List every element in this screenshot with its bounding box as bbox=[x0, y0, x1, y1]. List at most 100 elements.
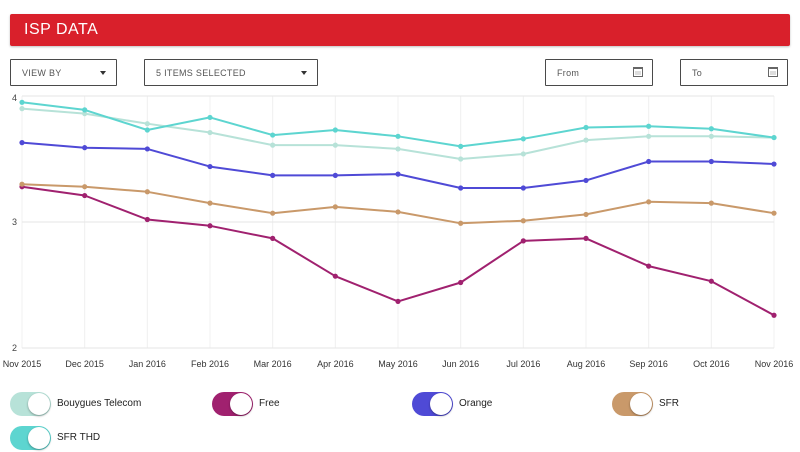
legend-label: Free bbox=[259, 398, 280, 409]
data-point bbox=[771, 210, 777, 216]
data-point bbox=[332, 172, 338, 178]
data-point bbox=[520, 151, 526, 157]
data-point bbox=[646, 199, 652, 205]
data-point bbox=[583, 177, 589, 184]
x-tick-label: May 2016 bbox=[378, 359, 418, 369]
x-tick-label: Jul 2016 bbox=[506, 359, 540, 369]
page-title: ISP DATA bbox=[24, 21, 99, 38]
data-point bbox=[458, 185, 464, 191]
data-point bbox=[708, 158, 714, 165]
data-point bbox=[144, 121, 150, 127]
data-point bbox=[395, 146, 401, 152]
legend-label: SFR THD bbox=[57, 432, 101, 443]
x-tick-label: Jun 2016 bbox=[442, 359, 479, 369]
x-tick-label: Sep 2016 bbox=[629, 359, 668, 369]
series-toggle-switch[interactable] bbox=[612, 392, 653, 416]
legend-label: Orange bbox=[459, 398, 493, 409]
data-point bbox=[270, 142, 276, 148]
data-point bbox=[395, 133, 401, 139]
chevron-down-icon bbox=[100, 71, 106, 75]
x-tick-label: Aug 2016 bbox=[567, 359, 606, 369]
data-point bbox=[708, 278, 714, 284]
series-toggle-switch[interactable] bbox=[10, 392, 51, 416]
data-point bbox=[207, 129, 213, 136]
series-toggle-switch[interactable] bbox=[412, 392, 453, 416]
calendar-icon[interactable] bbox=[633, 67, 643, 77]
toggle-knob bbox=[28, 427, 50, 449]
data-point bbox=[708, 126, 714, 132]
toggle-knob bbox=[28, 393, 50, 415]
legend-label: SFR bbox=[659, 398, 679, 409]
data-point bbox=[19, 140, 25, 146]
data-point bbox=[520, 185, 526, 191]
data-point bbox=[270, 172, 276, 178]
y-tick-label: 3 bbox=[12, 217, 17, 227]
data-point bbox=[583, 211, 589, 218]
data-point bbox=[144, 216, 150, 223]
data-point bbox=[520, 136, 526, 142]
data-point bbox=[708, 200, 714, 206]
data-point bbox=[395, 209, 401, 215]
toggle-knob bbox=[430, 393, 452, 415]
data-point bbox=[82, 107, 88, 113]
legend-label: Bouygues Telecom bbox=[57, 398, 142, 409]
data-point bbox=[458, 279, 464, 286]
data-point bbox=[332, 273, 338, 279]
data-point bbox=[520, 238, 526, 244]
view-by-label: VIEW BY bbox=[22, 68, 62, 78]
from-date-input[interactable]: From bbox=[545, 59, 653, 86]
data-point bbox=[646, 158, 652, 165]
toggle-knob bbox=[230, 393, 252, 415]
to-date-input[interactable]: To bbox=[680, 59, 788, 86]
calendar-icon[interactable] bbox=[768, 67, 778, 77]
data-point bbox=[207, 114, 213, 121]
data-point bbox=[332, 142, 338, 148]
y-tick-label: 2 bbox=[12, 343, 17, 353]
x-tick-label: Nov 2016 bbox=[755, 359, 794, 369]
data-point bbox=[458, 156, 464, 162]
x-tick-label: Mar 2016 bbox=[254, 359, 292, 369]
series-toggle-switch[interactable] bbox=[212, 392, 253, 416]
x-tick-label: Jan 2016 bbox=[129, 359, 166, 369]
data-point bbox=[82, 145, 88, 151]
series-toggle-switch[interactable] bbox=[10, 426, 51, 450]
data-point bbox=[771, 161, 777, 167]
data-point bbox=[270, 132, 276, 138]
x-tick-label: Feb 2016 bbox=[191, 359, 229, 369]
data-point bbox=[646, 133, 652, 139]
data-point bbox=[270, 210, 276, 216]
data-point bbox=[646, 123, 652, 129]
data-point bbox=[82, 184, 88, 190]
data-point bbox=[520, 218, 526, 224]
data-point bbox=[395, 298, 401, 304]
view-by-dropdown[interactable]: VIEW BY bbox=[10, 59, 117, 86]
data-point bbox=[144, 189, 150, 195]
data-point bbox=[144, 146, 150, 152]
data-point bbox=[583, 137, 589, 143]
data-point bbox=[144, 127, 150, 133]
data-point bbox=[19, 106, 25, 112]
data-point bbox=[646, 263, 652, 269]
data-point bbox=[395, 171, 401, 177]
items-select-dropdown[interactable]: 5 ITEMS SELECTED bbox=[144, 59, 318, 86]
data-point bbox=[771, 134, 777, 141]
data-point bbox=[708, 133, 714, 139]
x-tick-label: Oct 2016 bbox=[693, 359, 730, 369]
data-point bbox=[207, 223, 213, 229]
data-point bbox=[332, 127, 338, 133]
data-point bbox=[583, 235, 589, 241]
data-point bbox=[583, 124, 589, 131]
data-point bbox=[270, 235, 276, 241]
data-point bbox=[771, 312, 777, 318]
data-point bbox=[332, 204, 338, 210]
from-date-placeholder: From bbox=[557, 68, 580, 78]
toggle-knob bbox=[630, 393, 652, 415]
line-chart: 2 3 4 Nov 2015 Dec 2015 Jan 2016 Feb 2016 Mar 2… bbox=[3, 93, 794, 369]
to-date-placeholder: To bbox=[692, 68, 703, 78]
data-point bbox=[19, 99, 25, 105]
y-tick-label: 4 bbox=[12, 93, 17, 103]
chevron-down-icon bbox=[301, 71, 307, 75]
data-point bbox=[19, 181, 25, 187]
data-point bbox=[207, 200, 213, 206]
app-header: ISP DATA bbox=[10, 14, 790, 46]
